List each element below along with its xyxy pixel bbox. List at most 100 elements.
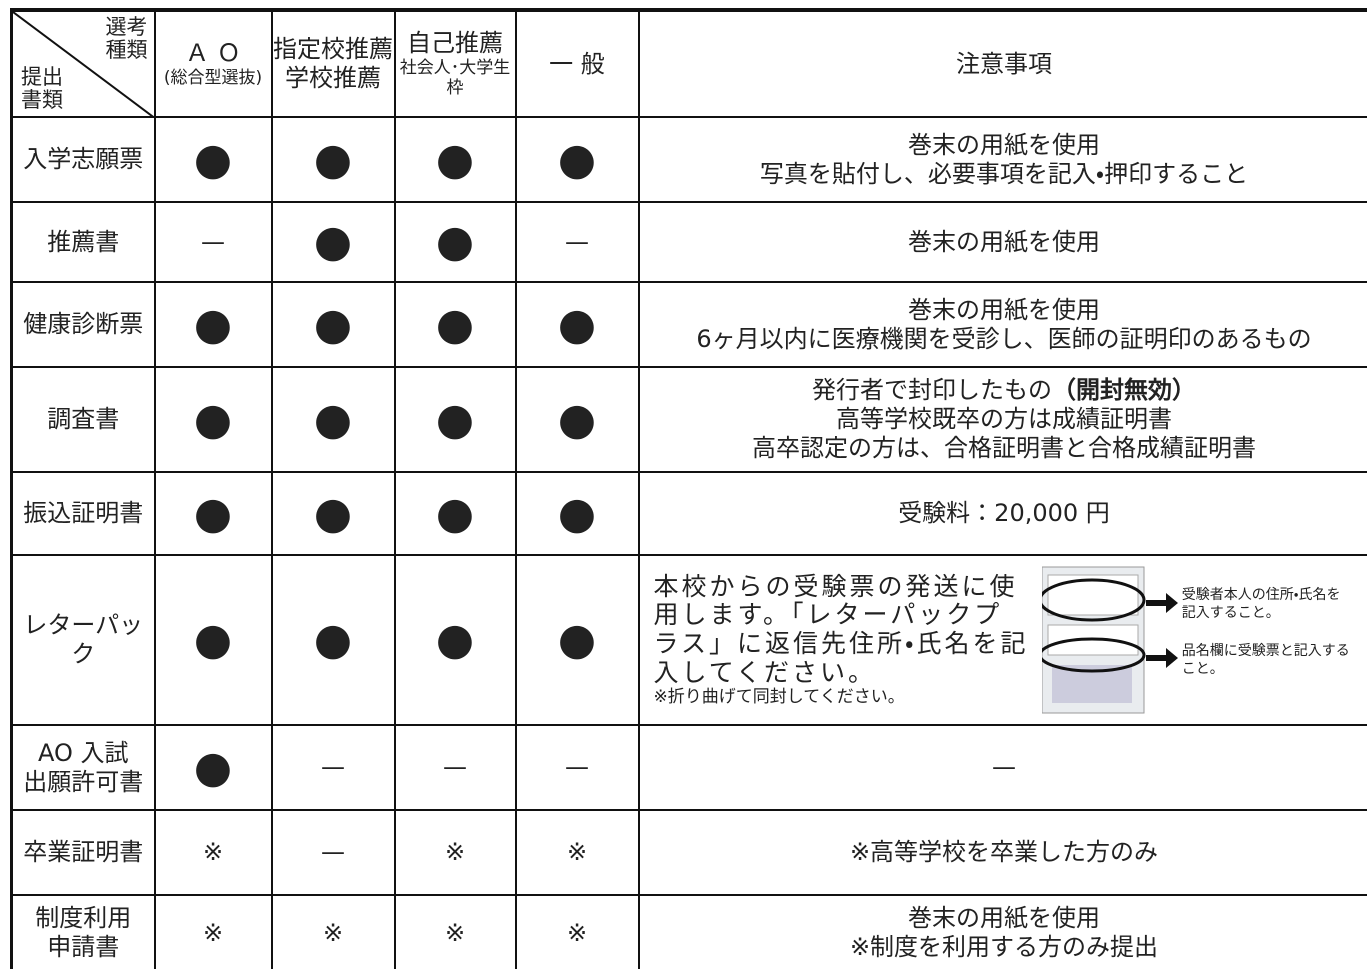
name-line: 卒業証明書 xyxy=(23,838,144,867)
mark-cell: ● xyxy=(393,554,517,726)
mark: ● xyxy=(193,741,233,793)
mark: ● xyxy=(313,298,353,350)
table-row: 健康診断票 ● ● ● ● 巻末の用紙を使用 6ヶ月以内に医療機関を受診し、医師の証明印のあ… xyxy=(10,281,1367,368)
column-header: 一 般 xyxy=(514,8,640,118)
mark: ※ xyxy=(444,838,466,867)
notes-cell: 受験料：20,000 円 xyxy=(637,471,1367,556)
mark: — xyxy=(321,838,345,867)
mark-cell: ※ xyxy=(153,894,273,969)
note-line: 高等学校既卒の方は成績証明書 xyxy=(836,405,1172,434)
mark: ● xyxy=(435,614,475,665)
table-row: レターパック ● ● ● ● 本校からの受験票の発送に使用します。「レターパックプラス」に… xyxy=(10,554,1367,726)
mark: ● xyxy=(313,487,353,539)
table-row: 推薦書 — ● ● — 巻末の用紙を使用 xyxy=(10,201,1367,283)
note-line: — xyxy=(992,753,1016,782)
notes-cell: ※高等学校を卒業した方のみ xyxy=(637,809,1367,896)
column-header: 自己推薦 社会人･大学生枠 xyxy=(393,8,517,118)
mark: — xyxy=(321,753,345,782)
mark: ● xyxy=(435,133,475,185)
note-line: ※制度を利用する方のみ提出 xyxy=(849,933,1159,961)
mark-cell: ● xyxy=(514,471,640,556)
mark: ※ xyxy=(444,918,466,947)
name-line: レターパック xyxy=(23,611,144,668)
column-label: 一 般 xyxy=(549,49,605,78)
notes-cell: 巻末の用紙を使用 写真を貼付し、必要事項を記入・押印すること xyxy=(637,116,1367,203)
mark-cell: ● xyxy=(393,281,517,368)
mark-cell: ● xyxy=(153,471,273,556)
note-line: 巻末の用紙を使用 xyxy=(908,130,1100,159)
diagonal xyxy=(14,14,153,115)
mark-cell: ● xyxy=(514,116,640,203)
note-line: ※高等学校を卒業した方のみ xyxy=(849,838,1159,867)
notes-cell: 発行者で封印したもの（開封無効） 高等学校既卒の方は成績証明書 高卒認定の方は、合格… xyxy=(637,366,1367,473)
document-name: 入学志願票 xyxy=(10,116,156,203)
mark: ● xyxy=(435,487,475,539)
document-name: 調査書 xyxy=(10,366,156,473)
mark: ● xyxy=(557,614,597,665)
corner-bottom: 提出 書類 xyxy=(21,65,63,112)
mark: ● xyxy=(557,133,597,185)
mark-cell: ● xyxy=(270,471,396,556)
mark: — xyxy=(565,753,589,782)
callout-text: 品名欄に受験票と記入すること。 xyxy=(1181,643,1350,677)
mark-cell: ※ xyxy=(514,894,640,969)
mark-cell: ● xyxy=(393,116,517,203)
table-row: 入学志願票 ● ● ● ● 巻末の用紙を使用 写真を貼付し、必要事項を記入・押印すること xyxy=(10,116,1367,203)
name-line: 調査書 xyxy=(47,405,120,434)
mark-cell: ● xyxy=(514,366,640,473)
mark-cell: ※ xyxy=(393,894,517,969)
note-line: 巻末の用紙を使用 xyxy=(908,904,1100,933)
callout-text: 受験者本人の住所・氏名を記入すること。 xyxy=(1181,587,1341,621)
mark-cell: ※ xyxy=(393,809,517,896)
note-line: 受験料：20,000 円 xyxy=(898,499,1110,528)
mark-cell: ※ xyxy=(514,809,640,896)
note-line: 巻末の用紙を使用 xyxy=(908,295,1100,324)
corner-label: 選考 xyxy=(105,15,148,39)
column-label: (総合型選抜) xyxy=(163,68,263,89)
note-line: 巻末の用紙を使用 xyxy=(908,227,1100,256)
mark-cell: ● xyxy=(393,366,517,473)
name-line: 健康診断票 xyxy=(23,310,144,339)
column-header: Ａ Ｏ (総合型選抜) xyxy=(153,8,273,118)
name-line: 申請書 xyxy=(47,933,120,961)
mark-cell: ● xyxy=(270,281,396,368)
mark-cell: ● xyxy=(393,471,517,556)
mark-cell: ● xyxy=(270,366,396,473)
mark: ● xyxy=(557,298,597,350)
mark-cell: ※ xyxy=(153,809,273,896)
column-header: 注意事項 xyxy=(637,8,1367,118)
mark: — xyxy=(443,753,467,782)
notes-cell: 巻末の用紙を使用 xyxy=(637,201,1367,283)
requirements-table: 選考 種類 提出 書類 Ａ Ｏ (総合型選抜) 指定校推薦 学校推薦 自己推薦 社会人･大学生枠一… xyxy=(10,8,1367,969)
mark: ● xyxy=(435,216,475,267)
mark-cell: ● xyxy=(270,201,396,283)
document-name: レターパック xyxy=(10,554,156,726)
document-name: 健康診断票 xyxy=(10,281,156,368)
mark: ※ xyxy=(202,838,224,867)
name-line: AO 入試 xyxy=(37,738,129,767)
column-label: Ａ Ｏ xyxy=(185,39,241,68)
mark-cell: — xyxy=(153,201,273,283)
letterpack-image xyxy=(1041,566,1178,714)
mark: ● xyxy=(435,298,475,350)
mark: ● xyxy=(313,614,353,665)
document: 選考 種類 提出 書類 Ａ Ｏ (総合型選抜) 指定校推薦 学校推薦 自己推薦 社会人･大学生枠一… xyxy=(10,8,1367,969)
mark: ※ xyxy=(566,838,588,867)
mark-cell: — xyxy=(270,809,396,896)
document-name: 振込証明書 xyxy=(10,471,156,556)
letterpack-note: 本校からの受験票の発送に使用します。「レターパックプラス」に返信先住所・氏名を記… xyxy=(641,565,1367,715)
note-line: 高卒認定の方は、合格証明書と合格成績証明書 xyxy=(752,433,1256,462)
letterpack-figure: 受験者本人の住所・氏名を記入すること。 品名欄に受験票と記入すること。 xyxy=(1041,565,1367,715)
mark: ● xyxy=(313,393,353,445)
notes-cell: 巻末の用紙を使用 6ヶ月以内に医療機関を受診し、医師の証明印のあるもの xyxy=(637,281,1367,368)
corner-top: 選考 種類 xyxy=(105,15,148,62)
table-row: 制度利用 申請書 ※ ※ ※ ※ 巻末の用紙を使用 ※制度を利用する方のみ提出 xyxy=(10,894,1367,969)
note-line: 写真を貼付し、必要事項を記入・押印すること xyxy=(759,159,1249,188)
mark: — xyxy=(565,227,589,256)
notes-cell: 本校からの受験票の発送に使用します。「レターパックプラス」に返信先住所・氏名を記… xyxy=(637,554,1367,726)
document-name: 卒業証明書 xyxy=(10,809,156,896)
mark: ● xyxy=(193,133,233,185)
mark-cell: — xyxy=(514,724,640,811)
note-bold: （開封無効） xyxy=(1052,376,1196,405)
mark-cell: ● xyxy=(153,724,273,811)
